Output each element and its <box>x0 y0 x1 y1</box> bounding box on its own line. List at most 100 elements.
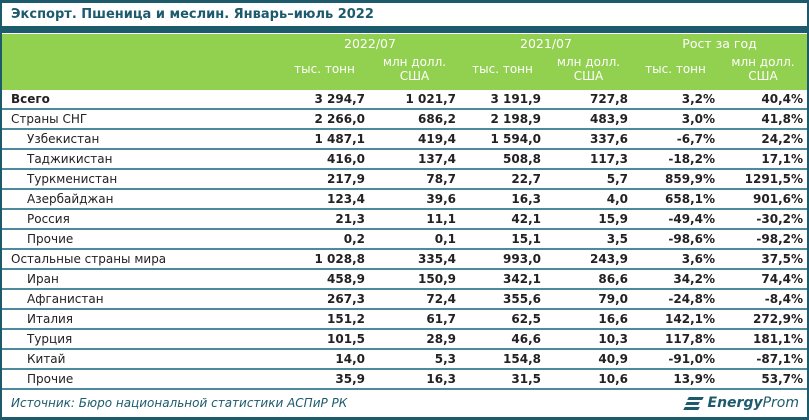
table-row: Туркменистан 217,9 78,7 22,7 5,7 859,9% 1291,5… <box>2 169 807 190</box>
row-label: Иран <box>2 269 280 290</box>
row-value: 0,2 <box>280 229 369 250</box>
row-value: 154,8 <box>460 349 545 370</box>
row-value: 40,4% <box>719 90 807 110</box>
row-value: 16,3 <box>369 369 460 390</box>
row-value: 16,6 <box>545 309 632 330</box>
row-value: 1 487,1 <box>280 129 369 150</box>
row-value: 123,4 <box>280 189 369 210</box>
row-value: 416,0 <box>280 149 369 170</box>
row-value: 151,2 <box>280 309 369 330</box>
row-value: 117,3 <box>545 149 632 170</box>
unit-header-2: млн долл. США <box>369 51 460 90</box>
row-value: 5,7 <box>545 169 632 190</box>
row-value: -91,0% <box>632 349 719 370</box>
row-value: 5,3 <box>369 349 460 370</box>
separator-gap <box>2 33 807 34</box>
row-value: 34,2% <box>632 269 719 290</box>
row-value: 40,9 <box>545 349 632 370</box>
row-value: 658,1% <box>632 189 719 210</box>
row-value: -98,2% <box>719 229 807 250</box>
header-empty-cell <box>2 51 280 90</box>
row-label: Страны СНГ <box>2 109 280 130</box>
row-value: 117,8% <box>632 329 719 350</box>
row-value: 22,7 <box>460 169 545 190</box>
table-row: Италия 151,2 61,7 62,5 16,6 142,1% 272,9% <box>2 309 807 330</box>
row-value: 62,5 <box>460 309 545 330</box>
row-value: 3,6% <box>632 249 719 270</box>
row-value: 15,1 <box>460 229 545 250</box>
table-row: Таджикистан 416,0 137,4 508,8 117,3 -18,2% 17,… <box>2 149 807 170</box>
row-value: 217,9 <box>280 169 369 190</box>
unit-header-3: тыс. тонн <box>460 51 545 90</box>
row-label: Прочие <box>2 229 280 250</box>
table-row: Китай 14,0 5,3 154,8 40,9 -91,0% -87,1% <box>2 349 807 370</box>
unit-header-row: тыс. тонн млн долл. США тыс. тонн млн долл.… <box>2 51 807 90</box>
row-value: 4,0 <box>545 189 632 210</box>
row-value: 3 191,9 <box>460 90 545 110</box>
table-row: Афганистан 267,3 72,4 355,6 79,0 -24,8% -8,4% <box>2 289 807 310</box>
row-label: Россия <box>2 209 280 230</box>
table-row: Турция 101,5 28,9 46,6 10,3 117,8% 181,1% <box>2 329 807 350</box>
unit-header-6: млн долл. США <box>719 51 807 90</box>
row-value: 993,0 <box>460 249 545 270</box>
row-value: 1291,5% <box>719 169 807 190</box>
unit-header-1: тыс. тонн <box>280 51 369 90</box>
row-value: 28,9 <box>369 329 460 350</box>
row-value: 101,5 <box>280 329 369 350</box>
title-bar: Экспорт. Пшеница и меслин. Январь–июль 2… <box>2 3 807 26</box>
source-note: Источник: Бюро национальной статистики А… <box>11 396 348 410</box>
table-row: Прочие 35,9 16,3 31,5 10,6 13,9% 53,7% <box>2 369 807 390</box>
table-body: Всего 3 294,7 1 021,7 3 191,9 727,8 3,2% 40,4%… <box>2 90 807 390</box>
row-value: 15,9 <box>545 209 632 230</box>
row-value: 150,9 <box>369 269 460 290</box>
table-row: Азербайджан 123,4 39,6 16,3 4,0 658,1% 901,6% <box>2 189 807 210</box>
row-value: 3,2% <box>632 90 719 110</box>
row-value: 727,8 <box>545 90 632 110</box>
row-label: Туркменистан <box>2 169 280 190</box>
table-row: Страны СНГ 2 266,0 686,2 2 198,9 483,9 3,0% 41… <box>2 109 807 130</box>
row-value: 686,2 <box>369 109 460 130</box>
row-label: Узбекистан <box>2 129 280 150</box>
row-value: 1 028,8 <box>280 249 369 270</box>
row-value: 243,9 <box>545 249 632 270</box>
row-label: Турция <box>2 329 280 350</box>
row-label: Азербайджан <box>2 189 280 210</box>
row-value: 11,1 <box>369 209 460 230</box>
row-value: -24,8% <box>632 289 719 310</box>
row-value: 483,9 <box>545 109 632 130</box>
row-value: 901,6% <box>719 189 807 210</box>
energyprom-logo: EnergyProm <box>682 395 799 411</box>
row-value: 35,9 <box>280 369 369 390</box>
col-group-growth: Рост за год <box>632 34 807 51</box>
table-row: Остальные страны мира 1 028,8 335,4 993,0 24… <box>2 249 807 270</box>
row-value: 859,9% <box>632 169 719 190</box>
row-value: 342,1 <box>460 269 545 290</box>
row-label: Прочие <box>2 369 280 390</box>
row-value: 53,7% <box>719 369 807 390</box>
row-value: 355,6 <box>460 289 545 310</box>
row-value: 74,4% <box>719 269 807 290</box>
row-value: -49,4% <box>632 209 719 230</box>
row-value: 37,5% <box>719 249 807 270</box>
col-group-2021: 2021/07 <box>460 34 632 51</box>
row-value: 13,9% <box>632 369 719 390</box>
row-value: 508,8 <box>460 149 545 170</box>
row-value: 458,9 <box>280 269 369 290</box>
row-value: 10,3 <box>545 329 632 350</box>
table-header: 2022/07 2021/07 Рост за год тыс. тонн млн… <box>2 34 807 90</box>
col-group-2022: 2022/07 <box>280 34 460 51</box>
unit-header-4: млн долл. США <box>545 51 632 90</box>
row-value: 0,1 <box>369 229 460 250</box>
row-value: 24,2% <box>719 129 807 150</box>
row-value: -6,7% <box>632 129 719 150</box>
row-value: 42,1 <box>460 209 545 230</box>
row-value: 41,8% <box>719 109 807 130</box>
header-empty-cell <box>2 34 280 51</box>
row-value: 14,0 <box>280 349 369 370</box>
row-value: 72,4 <box>369 289 460 310</box>
row-value: 39,6 <box>369 189 460 210</box>
row-label: Италия <box>2 309 280 330</box>
energyprom-bars-icon <box>682 396 704 410</box>
table-row: Россия 21,3 11,1 42,1 15,9 -49,4% -30,2% <box>2 209 807 230</box>
